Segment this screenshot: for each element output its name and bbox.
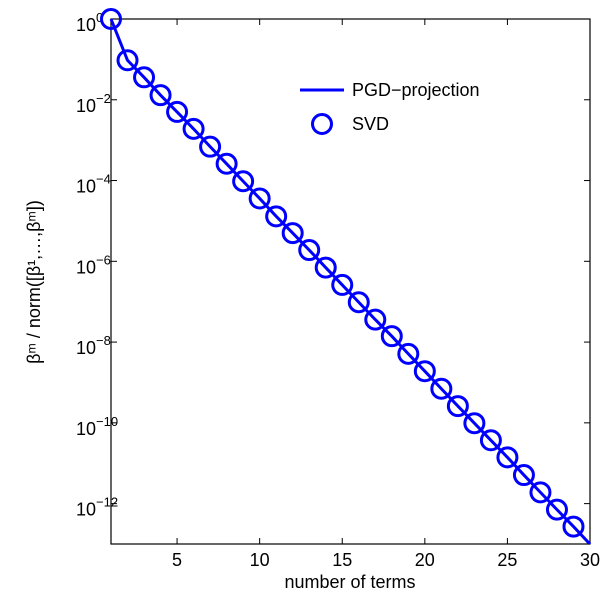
series-line [109, 18, 592, 544]
svd-marker [314, 256, 337, 279]
x-axis-label: number of terms [284, 572, 415, 592]
svd-marker [380, 325, 403, 348]
svd-marker [331, 273, 354, 296]
y-tick-exponent: −4 [96, 172, 111, 187]
svd-marker [463, 412, 486, 435]
y-tick-base: 10 [76, 96, 96, 116]
y-tick-exponent: −6 [96, 252, 111, 267]
x-tick-label: 25 [497, 550, 517, 570]
y-tick-label: 10−2 [76, 91, 111, 116]
y-tick-label: 10−4 [76, 172, 111, 197]
y-tick-label: 10−12 [76, 495, 118, 520]
y-tick-base: 10 [76, 177, 96, 197]
y-tick-base: 10 [76, 257, 96, 277]
y-tick-exponent: −12 [96, 495, 118, 510]
y-tick-base: 10 [76, 338, 96, 358]
y-tick-label: 10−10 [76, 414, 118, 439]
y-tick-label: 100 [76, 10, 103, 35]
svd-marker [199, 135, 222, 158]
svd-marker [248, 187, 271, 210]
svd-marker [149, 84, 172, 107]
svd-marker [496, 446, 519, 469]
y-tick-exponent: −10 [96, 414, 118, 429]
svd-marker [298, 239, 321, 262]
svd-marker [100, 8, 122, 30]
y-tick-base: 10 [76, 500, 96, 520]
x-tick-label: 10 [250, 550, 270, 570]
svd-marker [133, 66, 156, 89]
svd-marker [446, 395, 469, 418]
x-tick-label: 5 [172, 550, 182, 570]
svd-marker [182, 117, 205, 140]
y-tick-exponent: 0 [96, 10, 103, 25]
svd-marker [545, 498, 568, 521]
y-tick-label: 10−6 [76, 252, 111, 277]
y-tick-base: 10 [76, 419, 96, 439]
legend-marker [311, 113, 333, 135]
svd-marker [479, 429, 502, 452]
y-tick-exponent: −8 [96, 333, 111, 348]
x-tick-label: 20 [415, 550, 435, 570]
x-tick-label: 30 [580, 550, 600, 570]
svd-marker [347, 291, 370, 314]
svd-marker [413, 360, 436, 383]
svd-marker [232, 170, 255, 193]
svd-marker [529, 481, 552, 504]
y-tick-label: 10−8 [76, 333, 111, 358]
svd-marker [166, 100, 189, 123]
y-axis-label: βᵐ / norm([β¹,…,βᵐ]) [24, 200, 44, 364]
svd-marker [430, 377, 453, 400]
svd-marker [364, 308, 387, 331]
svd-marker [265, 205, 288, 228]
y-tick-base: 10 [76, 15, 96, 35]
svd-marker [281, 222, 304, 245]
y-tick-exponent: −2 [96, 91, 111, 106]
svd-marker [116, 49, 139, 72]
plot-frame [110, 18, 591, 545]
svd-marker [215, 152, 238, 175]
svd-marker [397, 342, 420, 365]
svd-marker [512, 464, 535, 487]
legend-label: PGD−projection [352, 80, 480, 100]
x-tick-label: 15 [332, 550, 352, 570]
svd-marker [562, 515, 585, 538]
legend-label: SVD [352, 114, 389, 134]
